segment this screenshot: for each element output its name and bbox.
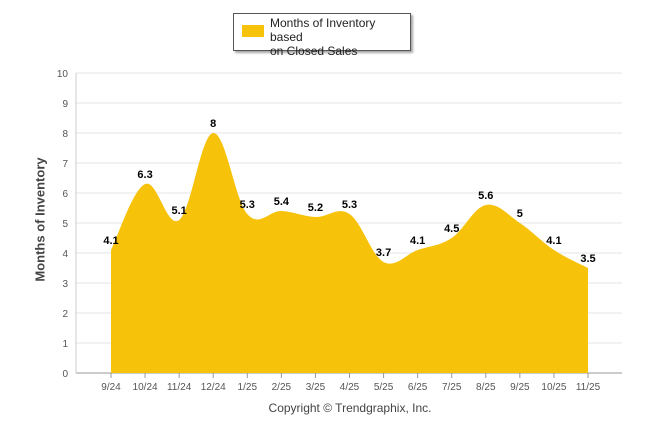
data-label-11/25: 3.5 [580,253,595,265]
y-axis-ticks: 0 1 2 3 4 5 6 7 8 9 10 [57,69,69,380]
y-tick-label-2: 2 [62,309,68,320]
y-tick-label-6: 6 [62,189,68,200]
data-label-1/25: 5.3 [240,199,255,211]
x-tick-label-6/25: 6/25 [408,382,428,393]
x-tick-label-9/24: 9/24 [101,382,121,393]
legend-label-line2: on Closed Sales [270,44,358,58]
x-tick-label-5/25: 5/25 [374,382,394,393]
legend-swatch [242,25,264,37]
y-tick-label-8: 8 [62,129,68,140]
y-tick-label-0: 0 [62,369,68,380]
x-tick-label-9/25: 9/25 [510,382,530,393]
x-tick-label-2/25: 2/25 [272,382,292,393]
copyright-text: Copyright © Trendgraphix, Inc. [268,401,432,415]
y-tick-label-4: 4 [62,249,68,260]
y-tick-label-9: 9 [62,99,68,110]
data-label-5/25: 3.7 [376,247,391,259]
data-label-11/24: 5.1 [171,205,186,217]
x-tick-label-11/25: 11/25 [576,382,601,393]
data-label-4/25: 5.3 [342,199,357,211]
data-label-12/24: 8 [210,118,216,130]
y-tick-label-5: 5 [62,219,68,230]
y-tick-label-3: 3 [62,279,68,290]
legend-label-line1: Months of Inventory based [270,16,376,44]
data-label-7/25: 4.5 [444,223,459,235]
x-axis-ticks: 9/24 10/24 11/24 12/24 1/25 2/25 3/25 4/25 5/25 6… [101,373,601,393]
x-tick-label-4/25: 4/25 [340,382,360,393]
data-label-10/25: 4.1 [546,235,561,247]
series-area [110,132,589,373]
area-fill [111,132,588,373]
data-label-9/24: 4.1 [103,235,118,247]
x-tick-label-10/25: 10/25 [541,382,566,393]
data-label-3/25: 5.2 [308,202,323,214]
x-tick-label-3/25: 3/25 [306,382,326,393]
y-axis-label: Months of Inventory [32,157,48,282]
data-label-8/25: 5.6 [478,190,493,202]
x-tick-label-8/25: 8/25 [476,382,496,393]
data-label-10/24: 6.3 [137,169,152,181]
y-tick-label-10: 10 [57,69,69,80]
y-tick-label-1: 1 [62,339,68,350]
legend[interactable]: Months of Inventory based on Closed Sale… [233,13,411,58]
x-tick-label-10/24: 10/24 [133,382,158,393]
data-labels: 4.1 6.3 5.1 8 5.3 5.4 5.2 5.3 3.7 4.1 4.5 5.6 5 4.1 3.… [103,118,595,265]
x-tick-label-7/25: 7/25 [442,382,462,393]
x-tick-label-12/24: 12/24 [201,382,226,393]
y-tick-label-7: 7 [62,159,68,170]
data-label-9/25: 5 [517,208,523,220]
legend-label: Months of Inventory based on Closed Sale… [270,16,410,58]
x-tick-label-1/25: 1/25 [238,382,258,393]
x-tick-label-11/24: 11/24 [167,382,192,393]
data-label-2/25: 5.4 [274,196,290,208]
data-label-6/25: 4.1 [410,235,425,247]
